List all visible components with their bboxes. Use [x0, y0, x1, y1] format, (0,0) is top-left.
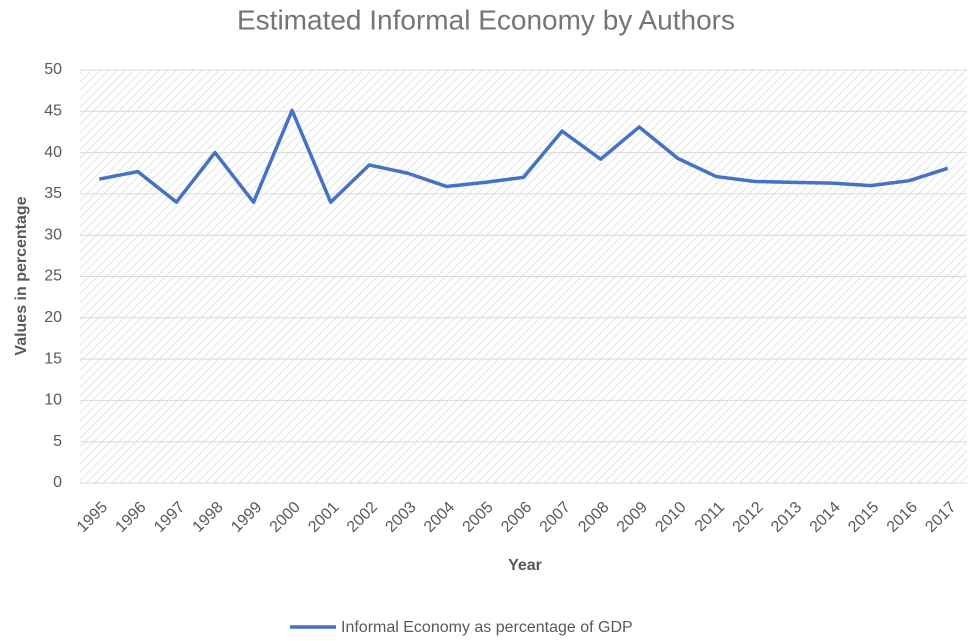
x-tick-label: 1995: [74, 499, 111, 536]
x-tick-label: 2000: [267, 499, 304, 536]
x-tick-label: 2009: [614, 499, 651, 536]
y-tick-label: 35: [44, 185, 62, 202]
legend-label: Informal Economy as percentage of GDP: [341, 619, 633, 636]
y-tick-label: 30: [44, 226, 62, 243]
x-tick-label: 1997: [151, 499, 188, 536]
data-line: [98, 108, 949, 204]
x-tick-label: 2013: [768, 499, 805, 536]
y-tick-label: 15: [44, 350, 62, 367]
y-tick-label: 20: [44, 309, 62, 326]
y-tick-label: 40: [44, 144, 62, 161]
x-tick-label: 2003: [382, 499, 419, 536]
y-tick-label: 25: [44, 268, 62, 285]
y-tick-label: 45: [44, 103, 62, 120]
x-tick-label: 1999: [228, 499, 265, 536]
x-tick-label: 1996: [112, 499, 149, 536]
y-tick-label: 50: [44, 61, 62, 78]
x-tick-label: 2017: [922, 499, 959, 536]
x-tick-label: 2001: [305, 499, 342, 536]
x-axis-title: Year: [508, 557, 542, 574]
y-tick-label: 10: [44, 392, 62, 409]
y-tick-label: 5: [53, 433, 62, 450]
x-tick-label: 2002: [344, 499, 381, 536]
x-tick-label: 2005: [460, 499, 497, 536]
x-tick-label: 2004: [421, 499, 458, 536]
x-tick-label: 2008: [575, 499, 612, 536]
y-tick-label: 0: [53, 474, 62, 491]
x-tick-label: 2016: [884, 499, 921, 536]
x-tick-label: 2006: [498, 499, 535, 536]
x-tick-label: 1998: [190, 499, 227, 536]
x-tick-label: 2012: [730, 499, 767, 536]
x-tick-label: 2010: [652, 499, 689, 536]
y-axis-title: Values in percentage: [13, 196, 30, 355]
chart-title: Estimated Informal Economy by Authors: [237, 4, 735, 35]
x-tick-label: 2015: [845, 499, 882, 536]
x-tick-label: 2007: [537, 499, 574, 536]
x-tick-label: 2011: [692, 499, 728, 535]
x-tick-label: 2014: [807, 499, 844, 536]
